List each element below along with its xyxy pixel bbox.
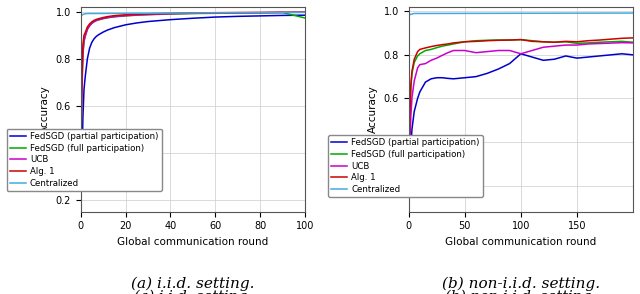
Text: (a) i.i.d. setting.: (a) i.i.d. setting.: [131, 277, 255, 291]
Title: (b) non-i.i.d. setting.: (b) non-i.i.d. setting.: [445, 290, 596, 294]
Legend: FedSGD (partial participation), FedSGD (full participation), UCB, Alg. 1, Centra: FedSGD (partial participation), FedSGD (…: [6, 129, 162, 191]
X-axis label: Global communication round: Global communication round: [117, 237, 269, 247]
Y-axis label: Accuracy: Accuracy: [368, 86, 378, 133]
Legend: FedSGD (partial participation), FedSGD (full participation), UCB, Alg. 1, Centra: FedSGD (partial participation), FedSGD (…: [328, 135, 483, 197]
Text: (b) non-i.i.d. setting.: (b) non-i.i.d. setting.: [442, 277, 600, 291]
X-axis label: Global communication round: Global communication round: [445, 237, 596, 247]
Title: (a) i.i.d. setting.: (a) i.i.d. setting.: [134, 290, 252, 294]
Y-axis label: Accuracy: Accuracy: [40, 86, 50, 133]
